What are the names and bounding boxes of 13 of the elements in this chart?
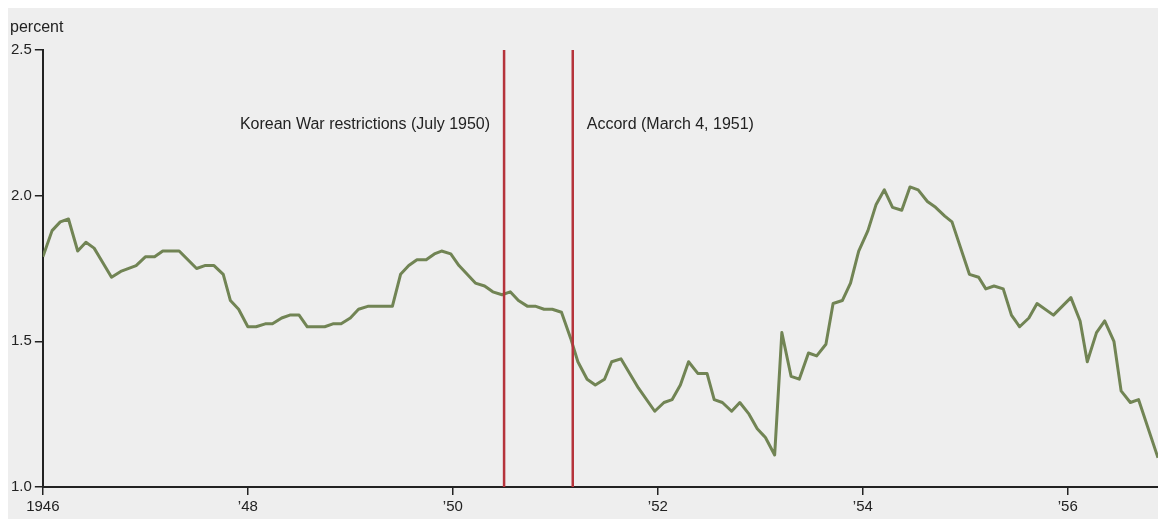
ref-line-label: Korean War restrictions (July 1950) [239, 114, 491, 132]
y-axis-title: percent [10, 18, 64, 36]
y-tick-label: 1.5 [10, 331, 32, 349]
y-tick-label: 2.0 [10, 185, 32, 203]
ref-line-label: Accord (March 4, 1951) [586, 114, 754, 132]
y-tick-label: 1.0 [10, 477, 32, 495]
x-tick-label: ’48 [237, 497, 258, 515]
y-tick-label: 2.5 [10, 40, 32, 58]
x-tick-label: ’54 [852, 497, 873, 515]
x-tick-label: ’56 [1057, 497, 1078, 515]
x-tick-label: ’52 [647, 497, 668, 515]
x-tick-label: 1946 [26, 497, 60, 515]
x-tick-label: ’50 [442, 497, 463, 515]
